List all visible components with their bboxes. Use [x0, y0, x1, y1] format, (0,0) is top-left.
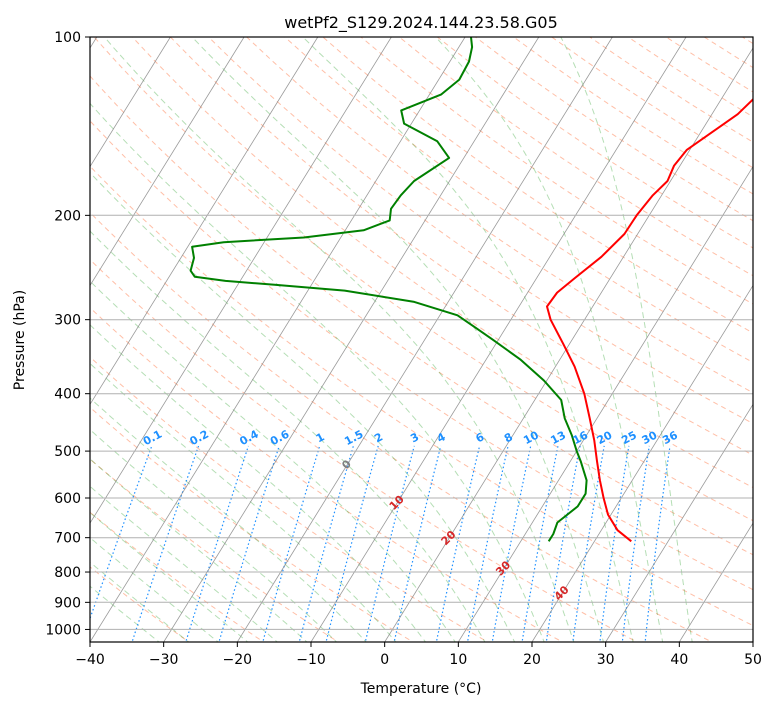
y-axis-label: Pressure (hPa) [12, 290, 28, 390]
y-tick-label: 1000 [45, 622, 81, 638]
x-axis-label: Temperature (°C) [360, 681, 482, 697]
y-tick-label: 100 [54, 30, 81, 46]
x-tick-label: 10 [449, 652, 467, 668]
y-tick-label: 700 [54, 531, 81, 547]
x-tick-label: 30 [597, 652, 615, 668]
y-tick-label: 300 [54, 313, 81, 329]
chart-title: wetPf2_S129.2024.144.23.58.G05 [284, 13, 558, 33]
y-tick-label: 900 [54, 595, 81, 611]
x-tick-label: 20 [523, 652, 541, 668]
y-tick-label: 400 [54, 387, 81, 403]
x-tick-label: −20 [223, 652, 253, 668]
y-tick-label: 600 [54, 491, 81, 507]
x-tick-label: −10 [296, 652, 326, 668]
y-tick-label: 800 [54, 565, 81, 581]
x-tick-label: −40 [75, 652, 105, 668]
y-tick-label: 500 [54, 444, 81, 460]
y-tick-label: 200 [54, 208, 81, 224]
x-tick-label: 0 [380, 652, 389, 668]
x-tick-label: 40 [670, 652, 688, 668]
x-tick-label: 50 [744, 652, 762, 668]
x-tick-label: −30 [149, 652, 179, 668]
